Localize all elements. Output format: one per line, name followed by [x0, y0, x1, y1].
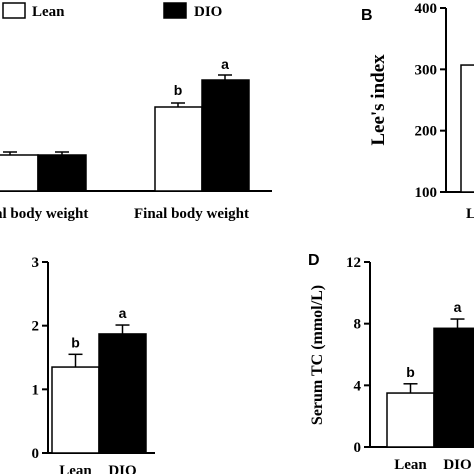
panel-d-y-tick-label: 4: [354, 378, 362, 394]
panel-a-x-tick-final: Final body weight: [134, 206, 249, 222]
panel-c-y-tick-label: 2: [32, 319, 40, 335]
panel-c-bar-dio: [98, 333, 147, 454]
panel-b-bar-lean: [460, 64, 474, 193]
panel-a-sig-final-dio: a: [221, 56, 229, 72]
panel-c-sig-dio: a: [119, 305, 127, 321]
panel-b-y-tick-label: 200: [415, 124, 438, 140]
panel-b-lees-index-chart: B Lee's index 100 200 300 400 L: [361, 1, 474, 222]
panel-d-y-tick-label: 0: [354, 440, 362, 456]
panel-b-label: B: [361, 7, 373, 24]
panel-a-x-tick-initial: al body weight: [0, 206, 88, 222]
panel-d-bar-lean: [386, 392, 435, 448]
legend-swatch-dio: [163, 2, 187, 19]
panel-d-sig-lean: b: [406, 364, 415, 380]
panel-c-bar-lean: [51, 366, 100, 454]
panel-b-y-tick-label: 300: [415, 62, 438, 78]
panel-a-bar-final-lean: [154, 106, 203, 192]
panel-a-bar-initial-dio: [37, 154, 87, 192]
panel-c-x-tick-dio: DIO: [108, 463, 136, 474]
panel-d-y-tick-label: 8: [354, 317, 362, 333]
panel-c-y-tick-label: 1: [32, 382, 40, 398]
panel-d-sig-dio: a: [454, 299, 462, 315]
panel-d-y-axis-label: Serum TC (mmol/L): [309, 285, 326, 425]
panel-b-y-axis-label: Lee's index: [368, 54, 389, 146]
panel-c-sig-lean: b: [71, 334, 80, 350]
panel-c-y-tick-label: 3: [32, 255, 40, 271]
panel-d-x-tick-lean: Lean: [394, 457, 427, 473]
legend-label-dio: DIO: [194, 4, 222, 20]
panel-a-body-weight-chart: al body weight Final body weight b a: [0, 56, 272, 222]
panel-d-bar-dio: [433, 327, 474, 448]
legend: Lean DIO: [2, 2, 222, 20]
panel-a-bar-initial-lean: [0, 154, 39, 192]
panel-c-x-tick-lean: Lean: [59, 463, 92, 474]
panel-b-x-tick-lean: L: [466, 206, 474, 222]
panel-d-x-tick-dio: DIO: [443, 457, 471, 473]
legend-label-lean: Lean: [32, 4, 65, 20]
panel-d-label: D: [308, 252, 320, 269]
panel-c-y-tick-label: 0: [32, 446, 40, 462]
panel-d-y-tick-label: 12: [346, 255, 361, 271]
panel-b-y-tick-label: 400: [415, 1, 438, 17]
panel-b-y-tick-label: 100: [415, 185, 438, 201]
panel-c-chart: 0 1 2 3 b Lean a DIO: [32, 255, 155, 474]
legend-swatch-lean: [2, 2, 26, 19]
panel-d-serum-tc-chart: D Serum TC (mmol/L) 0 4 8 12 b Lean a DIO: [308, 252, 474, 473]
panel-a-bar-final-dio: [201, 79, 250, 192]
panel-a-sig-final-lean: b: [174, 82, 183, 98]
